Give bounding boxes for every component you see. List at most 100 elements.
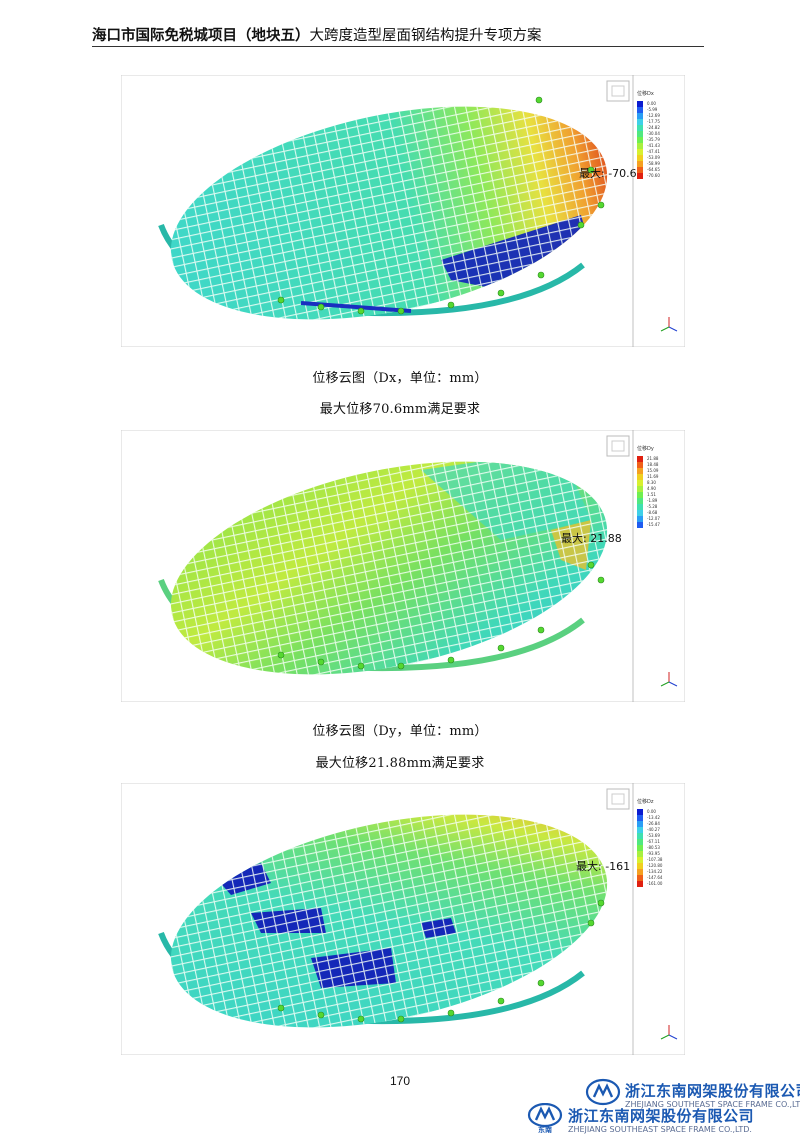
legend-value: -15.47 — [647, 522, 660, 527]
legend-swatch — [637, 498, 643, 504]
view-cube-icon — [606, 80, 630, 102]
legend-value: -147.64 — [647, 875, 663, 880]
legend-value: 4.90 — [647, 486, 656, 491]
view-cube-icon — [606, 788, 630, 810]
company-name-en: ZHEJIANG SOUTHEAST SPACE FRAME CO.,LTD. — [568, 1125, 752, 1134]
legend-value: -64.65 — [647, 167, 660, 172]
legend-swatch — [637, 875, 643, 881]
legend-swatch — [637, 480, 643, 486]
legend-value: -134.22 — [647, 869, 663, 874]
axis-triad-icon — [660, 317, 678, 332]
legend-value: -93.95 — [647, 851, 660, 856]
legend-swatch — [637, 857, 643, 863]
company-name-cn: 浙江东南网架股份有限公司 — [625, 1082, 800, 1100]
figure-dy: 最大: 21.88 位移Dy 21.88 18.48 15.09 11.69 8.30 4… — [121, 430, 685, 702]
company-name-en: ZHEJIANG SOUTHEAST SPACE FRAME CO.,LTD. — [625, 1100, 800, 1109]
legend-swatch — [637, 510, 643, 516]
legend-dy: 位移Dy 21.8818.4815.0911.698.304.901.51-1.… — [632, 430, 660, 702]
legend-value: -120.80 — [647, 863, 663, 868]
legend-value: -5.28 — [647, 504, 658, 509]
legend-dz: 位移Dz 0.00-13.42-26.84-40.27-53.69-67.11-… — [632, 783, 663, 1055]
company-name-cn: 浙江东南网架股份有限公司 — [568, 1107, 755, 1125]
legend-swatch — [637, 125, 643, 131]
caption-dx: 位移云图（Dx，单位：mm） — [312, 371, 488, 386]
legend-swatch — [637, 821, 643, 827]
legend-swatch — [637, 833, 643, 839]
legend-value: -41.43 — [647, 143, 660, 148]
legend-swatch — [637, 845, 643, 851]
legend-value: -70.60 — [647, 173, 660, 178]
legend-title: 位移Dy — [637, 445, 654, 452]
legend-value: 0.00 — [647, 809, 656, 814]
legend-swatch — [637, 492, 643, 498]
legend-swatch — [637, 851, 643, 857]
contour-plot-dx: 最大: -70.6 位移Dx 0.00-5.99-12.69-17.75-24.… — [121, 75, 685, 347]
legend-swatch — [637, 468, 643, 474]
legend-swatch — [637, 101, 643, 107]
legend-swatch — [637, 161, 643, 167]
legend-value: -35.79 — [647, 137, 660, 142]
legend-value: 0.00 — [647, 101, 656, 106]
max-value-label: 最大: -70.6 — [579, 166, 637, 180]
legend-swatch — [637, 155, 643, 161]
legend-value: -13.42 — [647, 815, 660, 820]
figure-dx: 最大: -70.6 位移Dx 0.00 -5.99 -12.69 -17.75 -24.… — [121, 75, 685, 347]
page-header: 海口市国际免税城项目（地块五）大跨度造型屋面钢结构提升专项方案 — [92, 24, 704, 45]
caption-dy: 位移云图（Dy，单位：mm） — [312, 724, 488, 739]
company-mark-icon — [585, 1078, 621, 1106]
legend-dx: 位移Dx 0.00-5.99-12.69-17.75-24.82-30.04-3… — [632, 75, 660, 347]
legend-swatch — [637, 504, 643, 510]
view-cube-icon — [606, 435, 630, 457]
legend-swatch — [637, 881, 643, 887]
legend-swatch — [637, 137, 643, 143]
legend-value: -40.27 — [647, 827, 660, 832]
legend-swatch — [637, 149, 643, 155]
legend-swatch — [637, 474, 643, 480]
legend-swatch — [637, 167, 643, 173]
legend-swatch — [637, 839, 643, 845]
company-mark-icon: 东南 — [527, 1103, 563, 1133]
legend-swatch — [637, 516, 643, 522]
legend-swatch — [637, 869, 643, 875]
legend-swatch — [637, 462, 643, 468]
legend-swatch — [637, 863, 643, 869]
contour-plot-dy: 最大: 21.88 位移Dy 21.8818.4815.0911.698.304… — [121, 430, 685, 702]
legend-value: 21.88 — [647, 456, 659, 461]
legend-swatch — [637, 113, 643, 119]
max-value-label: 最大: -161 — [576, 859, 630, 873]
max-value-label: 最大: 21.88 — [561, 531, 622, 545]
legend-swatch — [637, 815, 643, 821]
legend-value: -67.11 — [647, 839, 660, 844]
legend-value: -1.89 — [647, 498, 658, 503]
legend-swatch — [637, 131, 643, 137]
legend-value: -107.38 — [647, 857, 663, 862]
legend-value: -53.09 — [647, 155, 660, 160]
legend-swatch — [637, 456, 643, 462]
header-title-rest: 大跨度造型屋面钢结构提升专项方案 — [309, 28, 542, 44]
legend-swatch — [637, 486, 643, 492]
legend-swatch — [637, 119, 643, 125]
legend-value: -12.07 — [647, 516, 660, 521]
legend-swatch — [637, 522, 643, 528]
legend-value: -24.82 — [647, 125, 660, 130]
legend-value: -30.04 — [647, 131, 660, 136]
legend-swatch — [637, 107, 643, 113]
legend-value: -58.99 — [647, 161, 660, 166]
legend-value: 1.51 — [647, 492, 656, 497]
company-mark-label: 东南 — [538, 1125, 552, 1133]
legend-value: 18.48 — [647, 462, 659, 467]
axis-triad-icon — [660, 1025, 678, 1040]
legend-value: -26.84 — [647, 821, 660, 826]
legend-value: -161.00 — [647, 881, 663, 886]
legend-value: 15.09 — [647, 468, 659, 473]
legend-value: -12.69 — [647, 113, 660, 118]
figure-dz: 最大: -161 位移Dz 0.00 -13.42 -26.84 -40.27 -53.… — [121, 783, 685, 1055]
conclusion-dx: 最大位移70.6mm满足要求 — [319, 402, 481, 417]
legend-value: -8.68 — [647, 510, 658, 515]
page-number: 170 — [389, 1074, 411, 1088]
legend-swatch — [637, 827, 643, 833]
legend-value: -17.75 — [647, 119, 660, 124]
legend-value: 11.69 — [647, 474, 659, 479]
legend-value: -53.69 — [647, 833, 660, 838]
legend-swatch — [637, 143, 643, 149]
